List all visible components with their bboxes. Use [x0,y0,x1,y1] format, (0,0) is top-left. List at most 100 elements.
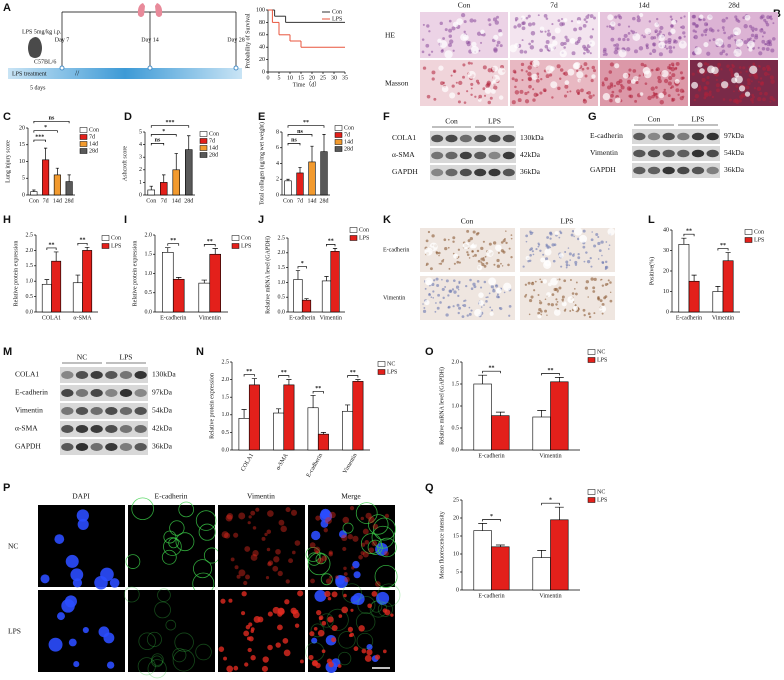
image-texture [602,49,607,54]
image-texture [554,231,559,236]
panel-label: E [258,111,265,123]
image-texture [288,558,294,564]
image-texture [456,18,464,26]
image-texture [744,14,751,21]
image-texture [497,67,506,76]
image-texture [220,598,226,604]
image-bg [128,505,215,587]
image-texture [489,96,493,100]
image-texture [545,74,550,79]
image-texture [533,289,536,292]
image-texture [583,62,588,66]
image-texture [640,62,645,67]
image-texture [233,532,239,538]
image-texture [466,251,469,254]
image-texture [485,296,488,299]
image-texture [250,554,258,561]
image-texture [745,70,748,73]
image-texture [638,74,641,77]
image-texture [291,550,296,555]
image-texture [329,575,333,579]
x-tick-label: E-cadherin [478,593,504,599]
image-texture [546,314,548,317]
image-texture [563,41,567,46]
legend-label: Con [754,229,764,235]
image-texture [593,277,597,281]
bar [352,381,364,451]
image-texture [236,574,241,579]
image-texture [310,578,315,584]
image-texture [556,300,559,303]
band [647,166,661,175]
image-texture [762,66,766,71]
image-texture [265,576,270,580]
image-texture [463,20,467,24]
image-texture [508,247,511,250]
image-texture [490,88,496,94]
significance-label: ** [328,239,334,245]
significance-label: ** [80,238,86,244]
y-tick-label: 40 [259,45,265,51]
image-texture [557,19,561,23]
x-tick-label: Vimentin [342,453,358,475]
micrograph [38,505,125,590]
image-texture [335,575,339,579]
image-texture [727,43,732,48]
error-bar [344,404,351,412]
image-texture [355,502,378,524]
image-texture [757,96,762,102]
bar [51,260,62,313]
image-texture [593,16,596,20]
image-texture [556,64,561,69]
image-texture [261,536,266,541]
y-tick-label: 5 [456,569,459,575]
error-bar [478,374,488,384]
image-texture [616,47,620,50]
image-texture [262,656,269,663]
image-texture [667,94,671,98]
image-texture [470,62,473,65]
image-texture [588,315,592,319]
image-texture [769,75,774,80]
row-label: Masson [385,79,409,88]
bar [532,557,551,591]
image-texture [694,94,699,99]
column-label: Merge [341,492,361,501]
image-texture [487,100,491,105]
y-axis-label: Relative mRNA level (GAPDH) [264,236,271,314]
image-texture [507,263,510,267]
image-texture [644,27,652,35]
size-label: 97kDa [724,131,745,140]
x-tick-label: 15 [298,75,304,81]
image-texture [584,74,588,78]
image-texture [233,665,239,671]
image-texture [746,38,750,42]
image-texture [452,236,456,240]
image-texture [738,66,742,69]
image-texture [521,78,524,82]
image-texture [592,94,595,97]
column-label: Vimentin [247,492,275,501]
image-texture [639,12,644,18]
image-texture [721,18,726,23]
image-texture [554,27,561,34]
legend-label: 28d [209,152,218,158]
y-tick-label: 0.0 [278,309,286,315]
image-texture [438,254,440,257]
image-texture [267,510,274,517]
image-texture [577,256,581,260]
image-texture [561,301,567,307]
band [459,151,472,160]
image-texture [364,654,372,662]
x-tick-label: E-cadherin [478,453,504,459]
image-texture [353,646,359,652]
legend-swatch [199,131,208,137]
band [662,132,675,141]
y-tick-label: 0.5 [26,294,34,300]
band [647,132,661,141]
band [105,425,118,433]
image-texture [422,23,425,26]
image-texture [715,83,720,88]
image-texture [547,282,552,287]
image-texture [582,229,586,233]
